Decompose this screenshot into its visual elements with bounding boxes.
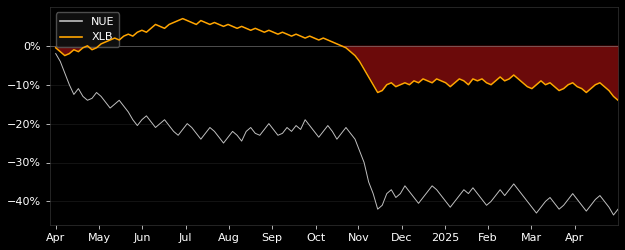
- Legend: NUE, XLB: NUE, XLB: [56, 12, 119, 47]
